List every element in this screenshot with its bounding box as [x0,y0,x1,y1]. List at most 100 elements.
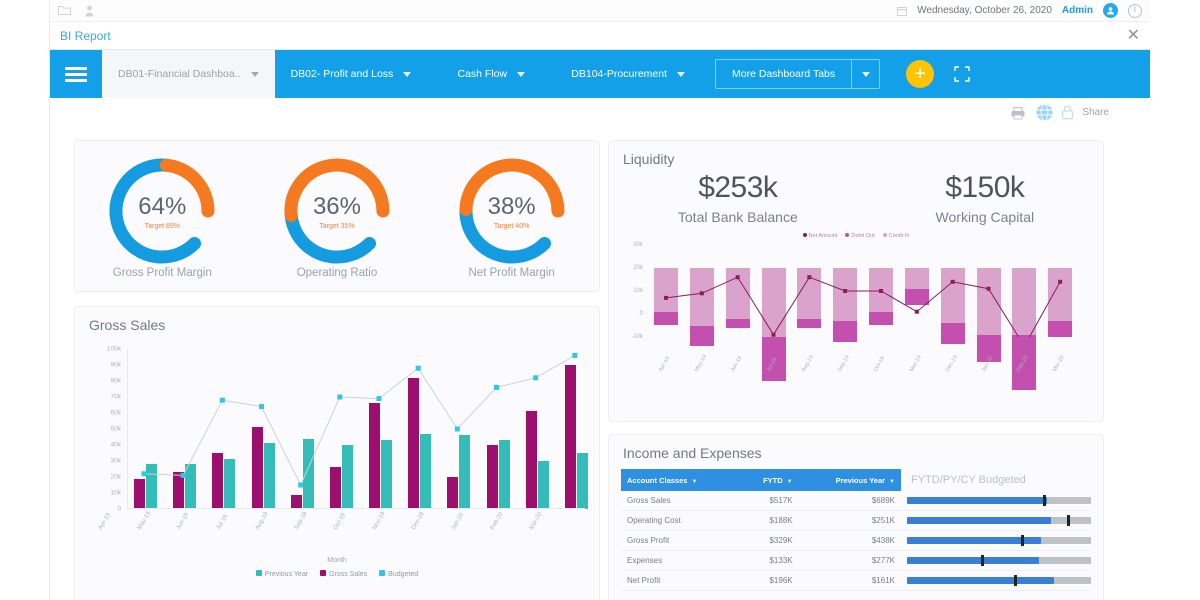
globe-icon[interactable] [1036,104,1053,121]
column-header-previous-year[interactable]: Previous Year ▼ [798,469,901,491]
bar-gross-sales[interactable] [408,377,420,509]
print-icon[interactable] [1010,106,1028,120]
bar-group[interactable] [525,349,549,509]
bar-credit-in[interactable] [869,268,893,312]
bar-previous-year[interactable] [576,453,588,509]
bar-group[interactable] [761,268,786,381]
bar-debit-out[interactable] [833,320,858,342]
bar-previous-year[interactable] [498,440,510,509]
bar-group[interactable] [797,268,822,337]
bar-gross-sales[interactable] [369,403,380,509]
avatar-icon[interactable] [1103,3,1118,18]
bar-credit-in[interactable] [976,268,1001,335]
fullscreen-icon[interactable] [954,50,970,98]
bar-group[interactable] [940,268,965,344]
bar-previous-year[interactable] [537,461,549,509]
bar-previous-year[interactable] [302,438,314,509]
tab-cash-flow[interactable]: Cash Flow [427,50,555,98]
more-dashboard-tabs-dropdown[interactable]: More Dashboard Tabs [715,59,881,89]
column-header-account-classes[interactable]: Account Classes ▼ [621,469,740,491]
bar-debit-out[interactable] [761,337,786,381]
bar-gross-sales[interactable] [564,365,576,509]
table-row[interactable]: Net Profit $196K $161K [621,570,1091,591]
bar-debit-out[interactable] [904,288,929,305]
bar-group[interactable] [290,349,314,509]
bar-group[interactable] [251,349,275,509]
bar-group[interactable] [976,268,1001,363]
bar-group[interactable] [869,268,893,337]
bar-debit-out[interactable] [976,334,1001,363]
bar-gross-sales[interactable] [447,477,459,509]
bar-previous-year[interactable] [146,464,157,509]
legend-item[interactable]: Debit Out [845,233,875,239]
bar-group[interactable] [447,349,471,509]
bar-group[interactable] [134,349,157,509]
bar-previous-year[interactable] [459,435,471,509]
admin-label[interactable]: Admin [1061,5,1093,16]
table-row[interactable]: Expenses $133K $277K [621,550,1091,571]
bar-previous-year[interactable] [341,445,353,509]
bar-group[interactable] [564,349,588,509]
gauge-net-profit-margin[interactable]: 38% Target 40% Net Profit Margin [432,153,592,279]
legend-item[interactable]: Previous Year [255,570,308,578]
bar-group[interactable] [408,349,432,509]
gross-sales-chart[interactable]: 100k 90k 80k 70k 60k 50k 40k 30k 20k 10k 0 Apr-19 M… [89,346,589,531]
bar-gross-sales[interactable] [290,494,302,509]
bar-credit-in[interactable] [725,268,750,319]
tab-db104-procurement[interactable]: DB104-Procurement [555,50,701,98]
close-icon[interactable]: ✕ [1126,26,1140,44]
bar-credit-in[interactable] [689,268,714,326]
gauge-operating-ratio[interactable]: 36% Target 35% Operating Ratio [257,153,417,279]
column-header-fytd[interactable]: FYTD ▼ [739,469,799,491]
bar-group[interactable] [369,349,392,509]
legend-item[interactable]: Budgeted [379,570,418,578]
bar-credit-in[interactable] [761,268,786,337]
bar-debit-out[interactable] [725,318,750,328]
bar-gross-sales[interactable] [134,478,145,509]
bar-gross-sales[interactable] [486,445,498,509]
bar-credit-in[interactable] [797,268,822,319]
legend-item[interactable]: Net Amount [802,233,837,239]
bar-previous-year[interactable] [420,433,432,509]
bar-group[interactable] [1048,268,1073,337]
table-row[interactable]: Operating Cost $188K $251K [621,510,1091,531]
bar-gross-sales[interactable] [173,472,185,509]
bar-credit-in[interactable] [1048,268,1073,321]
bar-gross-sales[interactable] [251,427,263,509]
bar-credit-in[interactable] [654,268,678,312]
bar-group[interactable] [833,268,858,342]
add-dashboard-button[interactable]: + [906,60,935,88]
bar-debit-out[interactable] [797,318,822,328]
bar-credit-in[interactable] [1012,268,1037,335]
tab-db02-profit-and-loss[interactable]: DB02- Profit and Loss [275,50,428,98]
liquidity-chart[interactable]: 30k 20k 10k 0 -10k Apr-19 May-19 Jun-19 Jul-19 A… [617,242,1091,390]
bar-group[interactable] [689,268,714,347]
bar-group[interactable] [329,349,353,509]
bar-debit-out[interactable] [869,311,893,326]
bar-gross-sales[interactable] [525,411,537,509]
bar-credit-in[interactable] [940,268,965,324]
legend-item[interactable]: Gross Sales [320,570,367,578]
bar-previous-year[interactable] [381,440,392,509]
report-title[interactable]: BI Report [60,28,111,43]
hamburger-icon[interactable] [50,50,102,98]
bar-credit-in[interactable] [833,268,858,321]
power-icon[interactable] [1128,3,1142,18]
folder-icon[interactable] [58,5,71,16]
legend-item[interactable]: Credit In [882,233,909,239]
bar-gross-sales[interactable] [329,467,341,509]
bar-debit-out[interactable] [1012,334,1037,390]
bar-group[interactable] [486,349,510,509]
gauge-gross-profit-margin[interactable]: 64% Target 65% Gross Profit Margin [82,153,242,279]
bar-previous-year[interactable] [263,443,275,509]
bar-credit-in[interactable] [904,268,929,289]
bar-debit-out[interactable] [940,323,965,344]
bar-group[interactable] [212,349,236,509]
bar-group[interactable] [654,268,678,337]
bar-gross-sales[interactable] [212,453,224,509]
bar-previous-year[interactable] [224,459,236,509]
table-row[interactable]: Gross Profit $329K $438K [621,530,1091,551]
bar-group[interactable] [1012,268,1037,390]
chevron-down-icon[interactable] [851,60,879,88]
user-icon[interactable] [85,5,94,17]
